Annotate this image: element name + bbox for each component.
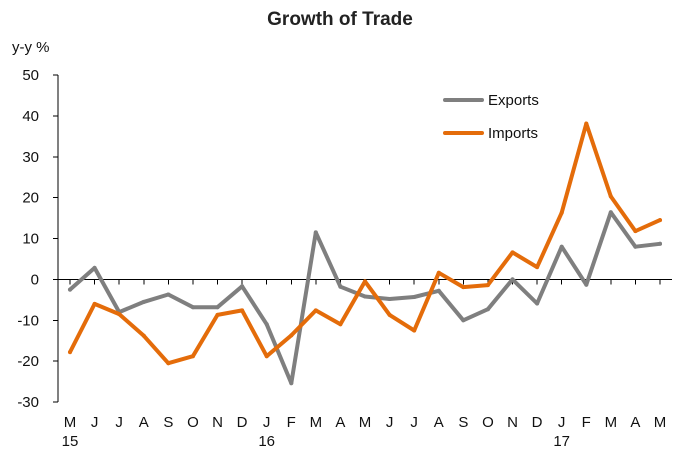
x-tick-label: J: [410, 414, 418, 431]
exports-data-point: [363, 294, 367, 299]
x-tick-label: A: [139, 414, 149, 431]
exports-data-point: [510, 277, 515, 282]
x-tick-label: D: [237, 414, 248, 431]
exports-data-point: [338, 284, 343, 289]
imports-data-point: [633, 229, 638, 234]
x-tick-label: J: [386, 414, 394, 431]
exports-data-point: [166, 292, 171, 297]
y-tick-label: 40: [22, 108, 39, 125]
imports-data-point: [166, 361, 171, 366]
x-tick-label: S: [163, 414, 173, 431]
y-tick-label: 20: [22, 190, 39, 207]
imports-data-point: [510, 250, 515, 255]
exports-data-point: [68, 287, 72, 292]
series-lines: [68, 121, 662, 386]
exports-data-point: [412, 295, 417, 299]
y-axis-unit-label: y-y %: [12, 39, 50, 56]
y-axis-ticks: 50 40 30 20 10 0 -10 -20 -30: [17, 67, 58, 411]
imports-legend-label: Imports: [488, 125, 538, 142]
exports-data-point: [461, 318, 466, 323]
exports-data-point: [584, 282, 589, 287]
imports-data-point: [141, 333, 146, 338]
y-tick-label: -30: [17, 394, 39, 411]
exports-data-point: [264, 322, 269, 327]
imports-data-point: [584, 121, 589, 126]
imports-data-point: [559, 210, 564, 215]
x-tick-label: M: [64, 414, 77, 431]
exports-data-point: [190, 305, 195, 310]
y-tick-label: -20: [17, 353, 39, 370]
imports-series-line: [68, 121, 662, 366]
x-axis-ticks: M J J A S O N D J F M A M J J A S O N D J F M A M15 16 17: [62, 279, 667, 450]
imports-data-point: [264, 354, 269, 359]
imports-data-point: [117, 312, 122, 317]
exports-data-point: [535, 301, 540, 306]
x-tick-label: O: [482, 414, 494, 431]
exports-data-point: [92, 265, 97, 270]
imports-data-point: [215, 312, 220, 317]
imports-data-point: [658, 218, 662, 223]
imports-data-point: [313, 308, 318, 313]
x-tick-label: J: [91, 414, 99, 431]
imports-data-point: [240, 308, 245, 313]
y-tick-label: 0: [31, 271, 39, 288]
exports-data-point: [289, 381, 294, 386]
imports-data-point: [363, 279, 367, 284]
y-tick-label: 30: [22, 149, 39, 166]
imports-data-point: [68, 350, 72, 355]
imports-data-point: [535, 265, 540, 270]
x-tick-label: A: [434, 414, 444, 431]
x-tick-label: M: [359, 414, 372, 431]
axes: [57, 75, 672, 402]
imports-data-point: [190, 354, 195, 359]
x-tick-label: N: [507, 414, 518, 431]
exports-data-point: [485, 307, 490, 312]
x-tick-label: D: [532, 414, 543, 431]
imports-data-point: [436, 270, 441, 275]
exports-data-point: [215, 305, 220, 310]
imports-data-point: [412, 328, 417, 333]
exports-legend-label: Exports: [488, 92, 539, 109]
x-tick-label: A: [335, 414, 345, 431]
year-label: 17: [553, 433, 570, 450]
imports-data-point: [289, 333, 294, 338]
exports-data-point: [608, 210, 613, 215]
year-label: 16: [258, 433, 275, 450]
x-tick-label: J: [558, 414, 566, 431]
x-tick-label: O: [187, 414, 199, 431]
x-tick-label: M: [605, 414, 618, 431]
imports-data-point: [92, 301, 97, 306]
exports-data-point: [313, 230, 318, 235]
imports-data-point: [387, 312, 392, 317]
x-tick-label: M: [310, 414, 323, 431]
y-tick-label: -10: [17, 312, 39, 329]
exports-data-point: [141, 299, 146, 304]
y-tick-label: 50: [22, 67, 39, 84]
x-tick-label: J: [263, 414, 271, 431]
exports-data-point: [633, 244, 638, 249]
exports-data-point: [658, 241, 662, 246]
imports-data-point: [338, 322, 343, 327]
x-tick-label: S: [458, 414, 468, 431]
x-tick-label: F: [287, 414, 296, 431]
x-tick-label: A: [630, 414, 640, 431]
imports-data-point: [485, 283, 490, 288]
legend: Exports Imports: [443, 92, 539, 142]
exports-data-point: [559, 244, 564, 249]
year-label: 15: [62, 433, 79, 450]
imports-data-point: [461, 285, 466, 290]
imports-data-point: [608, 194, 613, 199]
exports-data-point: [436, 288, 441, 293]
x-tick-label: F: [582, 414, 591, 431]
exports-data-point: [387, 297, 392, 301]
y-tick-label: 10: [22, 231, 39, 248]
chart-title: Growth of Trade: [267, 9, 413, 30]
x-tick-label: M: [654, 414, 667, 431]
x-tick-label: J: [115, 414, 123, 431]
exports-data-point: [240, 284, 245, 289]
x-tick-label: N: [212, 414, 223, 431]
